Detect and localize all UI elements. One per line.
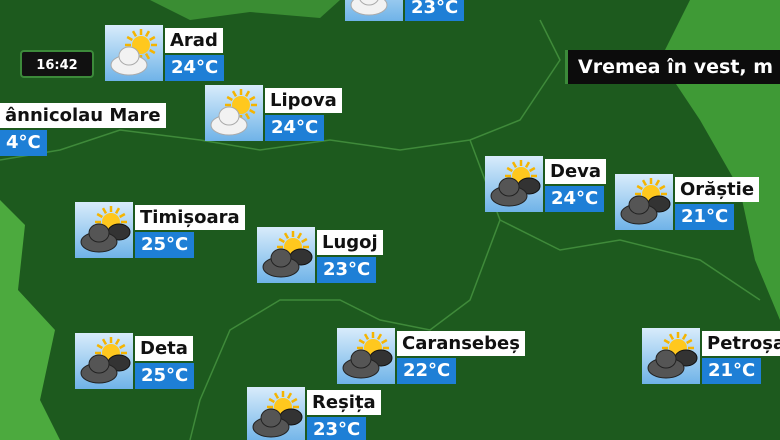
sun-ray [291, 397, 298, 404]
city-name: Lugoj [317, 230, 383, 255]
sun-ray [268, 397, 275, 404]
sun-ray [686, 338, 693, 345]
city-name: Deva [545, 159, 607, 184]
sun-ray [668, 333, 675, 340]
region-top [150, 0, 340, 20]
sun-ray [636, 184, 643, 191]
sun-ray [114, 207, 121, 214]
cloud [260, 408, 282, 428]
weather-icon [337, 328, 395, 384]
sun-ray [249, 108, 256, 115]
weather-icon [75, 202, 133, 258]
city-temp: 21°C [675, 204, 735, 230]
cloud [270, 248, 292, 268]
cloud [359, 0, 379, 6]
sun-ray [119, 212, 126, 219]
sun-ray [524, 161, 531, 168]
sun-ray [273, 392, 280, 399]
sun-ray [144, 53, 151, 60]
sun-ray [149, 48, 156, 55]
sun-ray [283, 232, 290, 239]
cloud [88, 223, 110, 243]
sun-ray [381, 338, 388, 345]
sun-ray [506, 166, 513, 173]
city-temp: 25°C [135, 363, 195, 389]
sun-ray [144, 30, 151, 37]
weather-icon [105, 25, 163, 81]
sun-ray [529, 166, 536, 173]
border [499, 219, 761, 301]
city-temp: 24°C [265, 115, 325, 141]
sun-ray [126, 35, 133, 42]
sun-ray [376, 333, 383, 340]
cloud [350, 0, 388, 16]
sun-ray [244, 90, 251, 97]
sun-ray [681, 333, 688, 340]
cloud [350, 349, 372, 369]
weather-icon [642, 328, 700, 384]
weather-icon [247, 387, 305, 440]
city-temp: 23°C [405, 0, 465, 21]
city-name: Arad [165, 28, 223, 53]
sun-ray [226, 95, 233, 102]
city-name: Caransebeș [397, 331, 525, 356]
cloud [628, 195, 650, 215]
weather-icon [615, 174, 673, 230]
region-right [660, 0, 780, 320]
border [189, 139, 501, 440]
city-name: Lipova [265, 88, 342, 113]
sun-ray [96, 212, 103, 219]
cloud [655, 349, 677, 369]
sun-ray [249, 95, 256, 102]
cloud [88, 354, 110, 374]
sun-ray [511, 161, 518, 168]
border [0, 19, 561, 161]
sun-ray [296, 232, 303, 239]
sun-ray [149, 35, 156, 42]
region-left [0, 200, 60, 440]
sun-ray [96, 343, 103, 350]
weather-icon [75, 333, 133, 389]
weather-icon [257, 227, 315, 283]
city-temp: 22°C [397, 358, 457, 384]
sun-ray [363, 333, 370, 340]
sun-ray [119, 343, 126, 350]
sun-ray [641, 179, 648, 186]
sun-ray [654, 179, 661, 186]
sun-ray [659, 184, 666, 191]
city-temp: 4°C [0, 130, 47, 156]
sun-ray [301, 237, 308, 244]
city-temp: 25°C [135, 232, 195, 258]
city-temp: 23°C [307, 417, 367, 440]
city-temp: 24°C [545, 186, 605, 212]
sun-ray [286, 392, 293, 399]
city-name: Timișoara [135, 205, 245, 230]
sun-ray [114, 338, 121, 345]
sun-ray [231, 90, 238, 97]
sun-ray [663, 338, 670, 345]
cloud [218, 106, 240, 126]
city-name: Deta [135, 336, 193, 361]
weather-icon [345, 0, 403, 21]
sun-ray [278, 237, 285, 244]
city-name: Orăștie [675, 177, 760, 202]
sun-ray [101, 338, 108, 345]
city-name: ânnicolau Mare [0, 103, 166, 128]
city-temp: 24°C [165, 55, 225, 81]
sun-ray [131, 30, 138, 37]
city-temp: 23°C [317, 257, 377, 283]
weather-icon [205, 85, 263, 141]
city-name: Reșița [307, 390, 381, 415]
cloud [498, 177, 520, 197]
banner: Vremea în vest, m [565, 50, 780, 84]
cloud [118, 46, 140, 66]
weather-icon [485, 156, 543, 212]
sun-ray [101, 207, 108, 214]
clock: 16:42 [20, 50, 94, 78]
city-name: Petroșa [702, 331, 780, 356]
sun-ray [244, 113, 251, 120]
sun-ray [358, 338, 365, 345]
city-temp: 21°C [702, 358, 762, 384]
